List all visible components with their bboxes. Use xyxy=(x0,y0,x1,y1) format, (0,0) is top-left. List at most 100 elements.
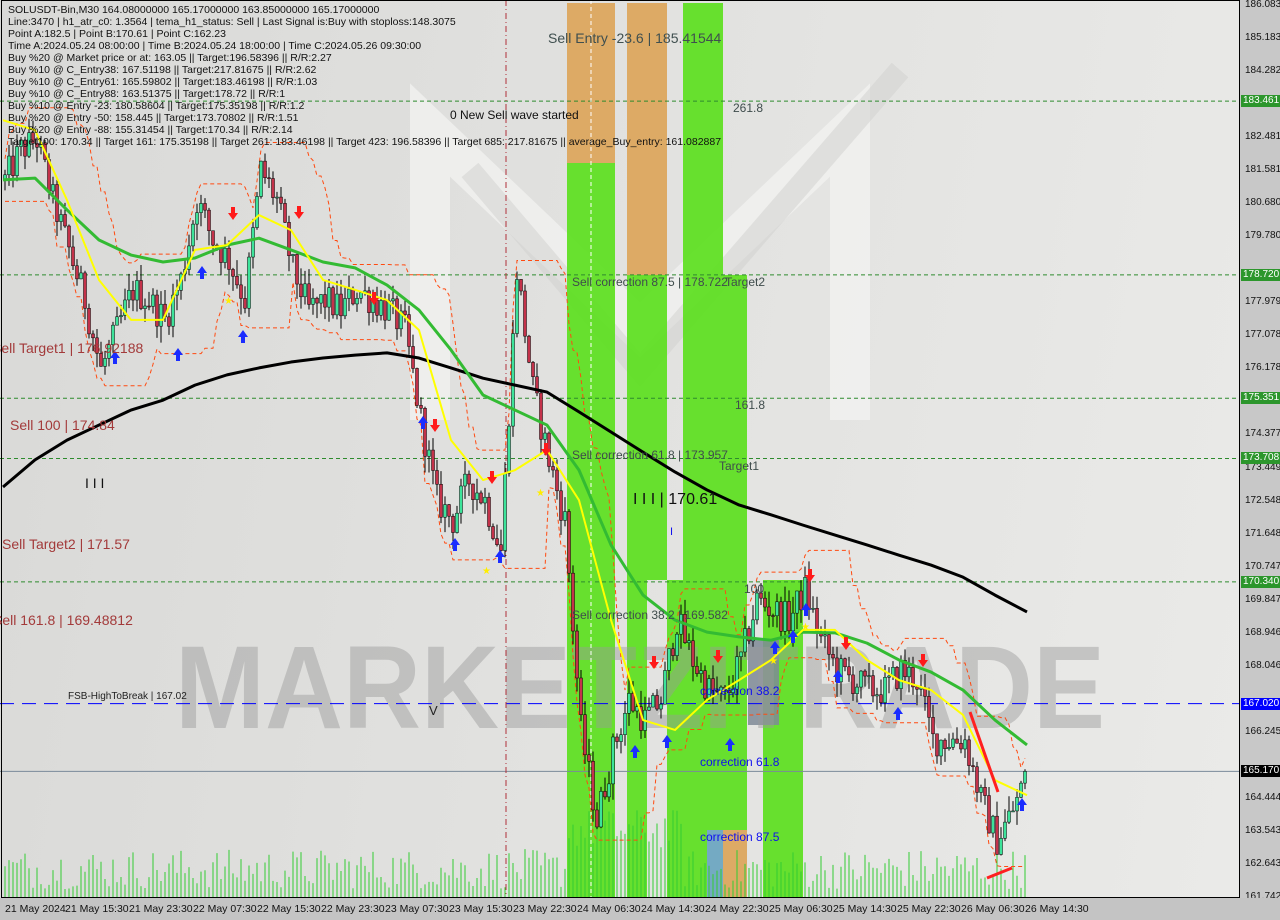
candle xyxy=(607,771,611,802)
candle xyxy=(419,397,423,414)
candle xyxy=(859,670,863,699)
candle-body xyxy=(747,628,751,642)
time-tick-label: 21 May 15:30 xyxy=(65,903,129,915)
candle xyxy=(575,624,579,692)
candle-body xyxy=(279,196,283,204)
candle xyxy=(883,665,887,712)
price-axis[interactable] xyxy=(1240,0,1280,898)
candle-body xyxy=(327,287,331,308)
candle-body xyxy=(415,368,419,406)
sell-1618-label: Sell 161.8 | 169.48812 xyxy=(0,612,133,628)
sell-correction-875-label: Sell correction 87.5 | 178.722 xyxy=(572,275,728,289)
candle xyxy=(439,471,443,524)
sell-target2-label: Sell Target2 | 171.57 xyxy=(2,536,130,552)
candle xyxy=(115,306,119,326)
signal-zone xyxy=(567,163,615,898)
candle xyxy=(767,591,771,628)
candle xyxy=(499,529,503,552)
candle-body xyxy=(491,526,495,539)
star-icon: ★ xyxy=(224,296,233,307)
candle xyxy=(703,665,707,704)
candle xyxy=(671,642,675,662)
candle-body xyxy=(15,146,19,176)
candle xyxy=(435,459,439,496)
candle xyxy=(475,478,479,511)
candle-body xyxy=(987,795,991,834)
sell-entry-label: Sell Entry -23.6 | 185.41544 xyxy=(548,30,722,46)
candle-body xyxy=(255,196,259,228)
candle xyxy=(483,487,487,514)
candle-body xyxy=(295,254,299,285)
info-line-points: Point A:182.5 | Point B:170.61 | Point C… xyxy=(8,28,226,40)
candle-body xyxy=(979,787,983,793)
candle xyxy=(915,686,919,706)
candle xyxy=(1011,801,1015,813)
candle xyxy=(87,303,91,339)
sell-arrow-icon xyxy=(841,637,851,650)
price-tick-label: 174.377 xyxy=(1245,427,1280,439)
candle xyxy=(815,596,819,649)
candle xyxy=(871,669,875,703)
candle xyxy=(231,267,235,291)
star-icon: ★ xyxy=(801,622,810,633)
candle-body xyxy=(431,449,435,471)
candle-body xyxy=(623,713,627,735)
candle-body xyxy=(631,693,635,712)
candle xyxy=(171,283,175,338)
candle-body xyxy=(343,298,347,317)
candle xyxy=(655,689,659,711)
envelope-upper xyxy=(4,107,1026,770)
candle xyxy=(31,120,35,150)
candle xyxy=(911,656,915,695)
candle xyxy=(811,596,815,613)
candle-body xyxy=(651,695,655,708)
candle-body xyxy=(675,633,679,656)
candle-body xyxy=(447,504,451,517)
price-tick-label: 182.481 xyxy=(1245,130,1280,142)
candle-body xyxy=(531,362,535,377)
candle-body xyxy=(103,358,107,367)
candle xyxy=(935,733,939,764)
sell-arrow-icon xyxy=(487,471,497,484)
candle xyxy=(135,271,139,312)
candle xyxy=(687,633,691,650)
signal-zone xyxy=(723,830,747,898)
candle xyxy=(563,497,567,527)
candle-body xyxy=(403,310,407,315)
signal-zone xyxy=(683,3,707,898)
candles xyxy=(3,118,1027,856)
time-axis[interactable]: 21 May 2024 21 May 15:30 21 May 23:30 22 Ma… xyxy=(0,898,1280,920)
candle-body xyxy=(59,214,63,222)
price-chart[interactable]: ★ ★ ★ ★ ★ xyxy=(0,0,1240,898)
info-line-targets: Target100: 170.34 || Target 161: 175.351… xyxy=(8,136,722,148)
sell-arrow-icon xyxy=(541,443,551,456)
candle-body xyxy=(207,209,211,231)
candle-body xyxy=(847,666,851,676)
candle xyxy=(459,478,463,524)
star-icon: ★ xyxy=(769,656,778,667)
candle xyxy=(763,591,767,612)
candle-body xyxy=(951,738,955,748)
candle-body xyxy=(203,203,207,211)
candle-body xyxy=(983,787,987,796)
candle-body xyxy=(11,155,15,176)
candle xyxy=(963,728,967,758)
candle-body xyxy=(463,473,467,487)
candle xyxy=(527,334,531,364)
candle-body xyxy=(115,316,119,326)
price-tick-label: 164.444 xyxy=(1245,791,1280,803)
candle xyxy=(367,286,371,326)
candle xyxy=(247,252,251,317)
candle-body xyxy=(767,606,771,616)
candle xyxy=(795,590,799,629)
candle-body xyxy=(711,678,715,691)
candle-body xyxy=(267,177,271,179)
time-tick-label: 26 May 14:30 xyxy=(1025,903,1089,915)
candle-body xyxy=(831,654,835,659)
candle-body xyxy=(871,675,875,697)
candle xyxy=(95,328,99,368)
chart-area[interactable]: MARKETZITRADE ★ ★ ★ ★ ★ SOLUSDT-Bin,M30 164.… xyxy=(0,0,1240,898)
candle-body xyxy=(663,670,667,705)
candle xyxy=(379,290,383,321)
candle-body xyxy=(439,484,443,518)
